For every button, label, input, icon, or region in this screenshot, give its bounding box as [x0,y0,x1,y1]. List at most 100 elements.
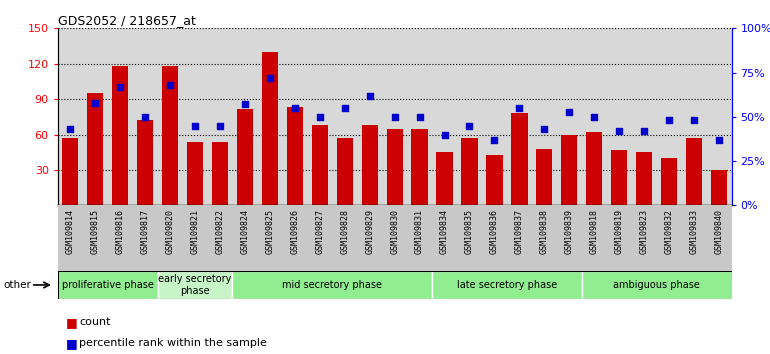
Text: GSM109817: GSM109817 [141,209,149,253]
Point [538,126,551,132]
Text: count: count [79,317,111,327]
Text: GSM109830: GSM109830 [390,209,399,253]
Point [114,84,126,90]
Bar [582,271,732,299]
Bar [237,109,253,205]
Bar [182,205,207,271]
Text: GSM109819: GSM109819 [614,209,624,253]
Text: GSM109838: GSM109838 [540,209,549,253]
Bar [457,205,482,271]
Bar [82,205,108,271]
Point [339,105,351,111]
Bar [661,158,678,205]
Text: GSM109824: GSM109824 [240,209,249,253]
Bar [336,138,353,205]
Point [613,128,625,134]
Bar [432,271,582,299]
Text: GSM109827: GSM109827 [315,209,324,253]
Bar [437,152,453,205]
Bar [711,170,727,205]
Text: GSM109835: GSM109835 [465,209,474,253]
Text: GSM109826: GSM109826 [290,209,300,253]
Bar [312,125,328,205]
Bar [87,93,103,205]
Text: ■: ■ [65,337,77,350]
Point [388,114,400,120]
Text: GSM109833: GSM109833 [690,209,698,253]
Bar [607,205,631,271]
Point [464,123,476,129]
Point [363,93,376,98]
Bar [132,205,158,271]
Bar [158,271,233,299]
Text: mid secretory phase: mid secretory phase [283,280,382,290]
Text: GSM109839: GSM109839 [565,209,574,253]
Bar [611,150,628,205]
Bar [532,205,557,271]
Bar [207,205,233,271]
Bar [586,132,602,205]
Point [713,137,725,143]
Bar [686,138,702,205]
Text: GSM109832: GSM109832 [665,209,674,253]
Text: GSM109828: GSM109828 [340,209,350,253]
Bar [108,205,132,271]
Bar [112,66,129,205]
Bar [62,138,79,205]
Bar [657,205,681,271]
Text: late secretory phase: late secretory phase [457,280,557,290]
Bar [681,205,707,271]
Bar [561,135,578,205]
Bar [357,205,382,271]
Point [663,118,675,123]
Text: GDS2052 / 218657_at: GDS2052 / 218657_at [58,14,196,27]
Text: GSM109825: GSM109825 [266,209,274,253]
Bar [58,205,82,271]
Bar [332,205,357,271]
Text: GSM109816: GSM109816 [116,209,125,253]
Bar [212,142,228,205]
Bar [307,205,332,271]
Bar [557,205,582,271]
Bar [262,52,278,205]
Text: GSM109834: GSM109834 [440,209,449,253]
Text: other: other [4,280,32,290]
Bar [636,152,652,205]
Bar [707,205,732,271]
Point [89,100,102,105]
Text: GSM109823: GSM109823 [640,209,648,253]
Bar [362,125,378,205]
Point [413,114,426,120]
Point [488,137,500,143]
Bar [582,205,607,271]
Bar [257,205,283,271]
Text: GSM109820: GSM109820 [166,209,175,253]
Bar [286,107,303,205]
Point [563,109,575,114]
Bar [631,205,657,271]
Bar [158,205,182,271]
Point [189,123,201,129]
Text: GSM109837: GSM109837 [515,209,524,253]
Bar [137,120,153,205]
Text: ambiguous phase: ambiguous phase [613,280,700,290]
Bar [407,205,432,271]
Point [263,75,276,81]
Bar [187,142,203,205]
Bar [233,271,432,299]
Text: proliferative phase: proliferative phase [62,280,153,290]
Bar [536,149,552,205]
Bar [58,271,158,299]
Bar [411,129,427,205]
Point [588,114,601,120]
Text: GSM109821: GSM109821 [190,209,199,253]
Point [438,132,450,137]
Bar [233,205,257,271]
Point [214,123,226,129]
Point [139,114,151,120]
Bar [487,155,503,205]
Bar [461,138,477,205]
Text: GSM109840: GSM109840 [715,209,724,253]
Point [164,82,176,88]
Point [688,118,700,123]
